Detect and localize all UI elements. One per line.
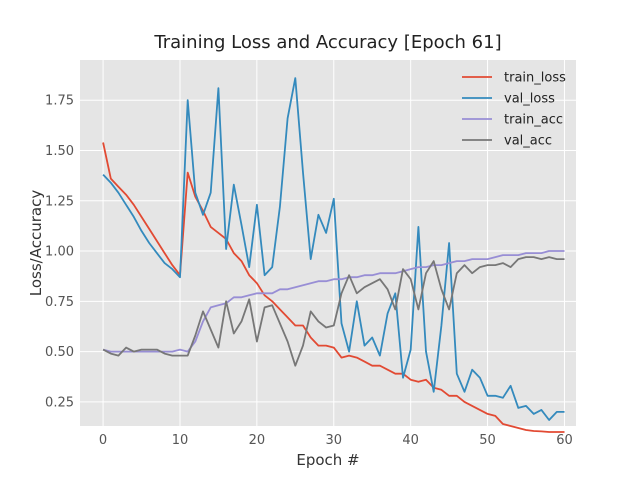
series-line-val-acc [102,256,565,367]
legend: train_loss val_loss train_acc val_acc [462,71,566,149]
y-tick-label: 0.75 [45,295,74,310]
series-layer [102,77,565,433]
legend-label-train-acc: train_acc [504,113,563,128]
x-tick-label: 0 [99,433,107,448]
y-tick-labels: 0.25 0.50 0.75 1.00 1.25 1.50 1.75 [45,94,74,411]
x-tick-label: 30 [325,433,342,448]
series-line-val-loss [102,77,565,421]
y-tick-label: 1.25 [45,194,74,209]
x-tick-label: 40 [402,433,419,448]
legend-label-train-loss: train_loss [504,71,566,86]
x-tick-label: 20 [249,433,266,448]
plot-background [80,60,576,426]
y-tick-label: 1.50 [45,144,74,159]
series-line-train-acc [102,250,565,353]
chart-title: Training Loss and Accuracy [Epoch 61] [153,32,501,53]
x-tick-labels: 0 10 20 30 40 50 60 [99,433,573,448]
legend-label-val-loss: val_loss [504,92,555,107]
legend-label-val-acc: val_acc [504,134,552,149]
y-tick-label: 0.50 [45,345,74,360]
x-axis-label: Epoch # [296,451,359,469]
x-tick-label: 60 [556,433,573,448]
y-axis-label: Loss/Accuracy [27,190,45,297]
y-tick-label: 0.25 [45,395,74,410]
y-tick-label: 1.75 [45,94,74,109]
x-tick-label: 50 [479,433,496,448]
y-tick-label: 1.00 [45,245,74,260]
x-tick-label: 10 [172,433,189,448]
